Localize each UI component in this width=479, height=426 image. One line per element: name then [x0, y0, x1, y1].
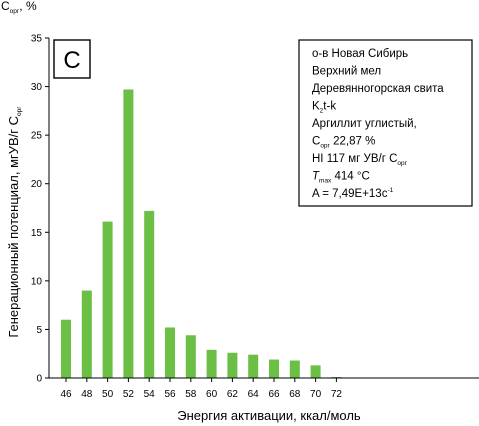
bar-50 — [102, 221, 113, 378]
corner-unit-label: Cорг, % — [1, 0, 37, 15]
y-tick-label-15: 15 — [31, 228, 43, 239]
x-tick-label-56: 56 — [164, 389, 176, 400]
bar-52 — [123, 89, 134, 378]
x-axis-label: Энергия активации, ккал/моль — [177, 408, 361, 423]
info-line-4: K2t-k — [312, 101, 336, 115]
x-tick-label-72: 72 — [331, 389, 343, 400]
info-line-2: Верхний мел — [312, 66, 381, 78]
bar-70 — [310, 365, 321, 378]
x-tick-label-46: 46 — [60, 389, 72, 400]
bar-48 — [81, 290, 92, 378]
y-tick-label-20: 20 — [31, 179, 43, 190]
bar-62 — [227, 352, 238, 378]
y-tick-label-30: 30 — [31, 82, 43, 93]
y-tick-label-35: 35 — [31, 34, 43, 45]
x-tick-label-58: 58 — [185, 389, 197, 400]
x-tick-label-66: 66 — [268, 389, 280, 400]
bar-58 — [185, 335, 196, 378]
info-line-5: Аргиллит углистый, — [312, 118, 417, 130]
info-line-3: Деревянногорская свита — [312, 83, 444, 95]
y-axis-label: Генерационный потенциал, мгУВ/г Cорг — [6, 106, 23, 338]
info-box: о-в Новая Сибирь Верхний мел Деревянногорс… — [298, 39, 473, 207]
info-line-7: HI 117 мг УВ/г Cорг — [312, 153, 408, 167]
panel-letter-box: C — [53, 39, 91, 79]
corner-unit-text: Cорг, % — [1, 0, 37, 15]
bar-60 — [206, 349, 217, 378]
panel-letter-frame — [53, 39, 91, 79]
info-line-9: A = 7,49E+13c-1 — [312, 187, 394, 200]
panel-letter: C — [63, 47, 80, 74]
bar-64 — [248, 354, 259, 378]
x-tick-label-50: 50 — [102, 389, 114, 400]
bar-54 — [144, 210, 155, 378]
x-tick-label-70: 70 — [310, 389, 322, 400]
info-line-1: о-в Новая Сибирь — [312, 48, 408, 60]
bar-46 — [61, 319, 71, 378]
y-tick-label-25: 25 — [31, 131, 43, 142]
info-box-frame — [298, 39, 473, 207]
y-tick-label-10: 10 — [31, 276, 43, 287]
bar-68 — [289, 360, 300, 378]
info-line-8: Tmax 414 °C — [312, 171, 370, 185]
info-line-6: Cорг 22,87 % — [312, 136, 375, 150]
x-tick-label-54: 54 — [144, 389, 156, 400]
x-tick-label-48: 48 — [81, 389, 93, 400]
bar-66 — [269, 359, 279, 378]
x-tick-label-62: 62 — [227, 389, 239, 400]
x-tick-label-68: 68 — [289, 389, 301, 400]
x-tick-label-52: 52 — [123, 389, 135, 400]
y-tick-label-0: 0 — [36, 374, 42, 385]
plot-area: 0 5 10 15 20 25 30 35 46 48 50 52 54 56 58 60 62 64 66 68 70… — [31, 34, 479, 400]
y-axis-label-text: Генерационный потенциал, мгУВ/г Cорг — [6, 106, 23, 338]
x-tick-label-60: 60 — [206, 389, 218, 400]
y-tick-label-5: 5 — [36, 325, 42, 336]
x-tick-label-64: 64 — [248, 389, 260, 400]
bar-56 — [165, 327, 175, 378]
